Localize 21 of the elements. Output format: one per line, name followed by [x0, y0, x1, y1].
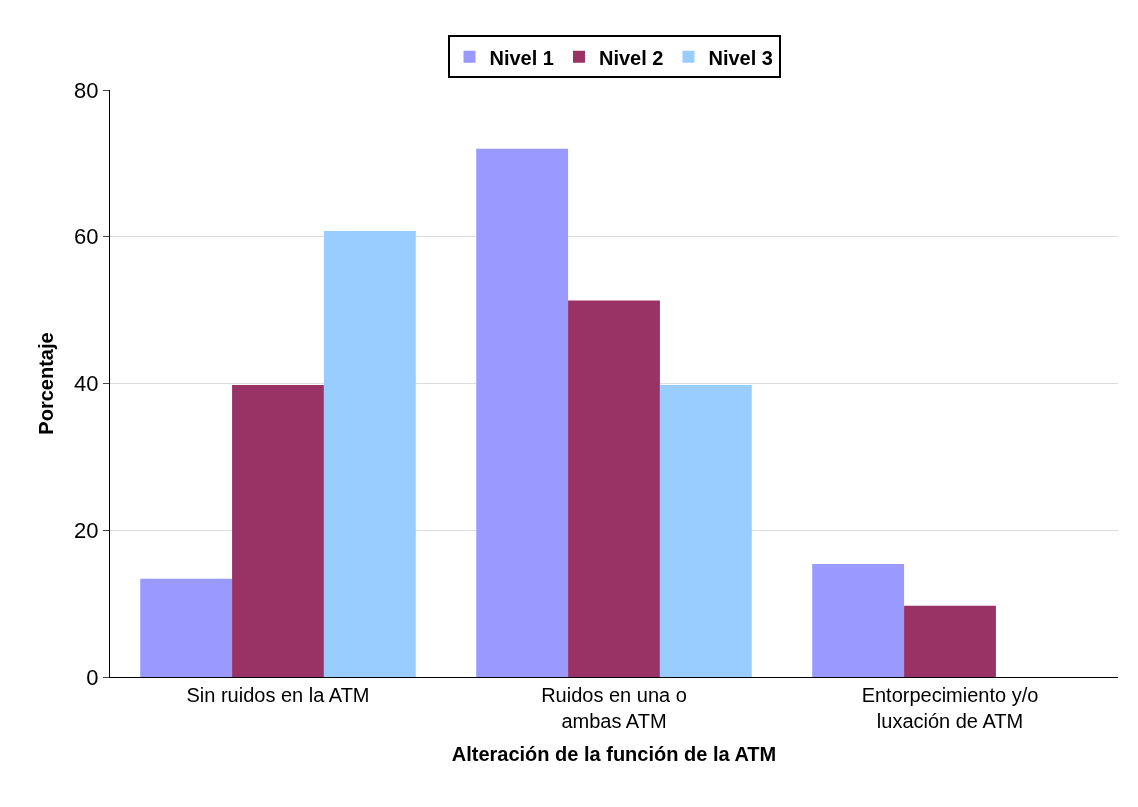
y-tick-label: 20 [74, 517, 99, 543]
bar [812, 564, 905, 677]
y-tick-label: 0 [86, 664, 99, 690]
bar [140, 578, 233, 677]
y-tick-label: 60 [74, 224, 99, 250]
y-axis-title: Porcentaje [34, 332, 57, 435]
y-tick-label: 40 [74, 371, 99, 397]
x-tick-label: Entorpecimiento y/o luxación de ATM [861, 684, 1039, 732]
legend-label: Nivel 2 [598, 46, 664, 69]
x-axis-title: Alteración de la función de la ATM [451, 742, 777, 765]
legend-label: Nivel 1 [489, 46, 554, 69]
bar [904, 605, 996, 677]
bar [232, 384, 324, 677]
legend-label: Nivel 3 [708, 46, 773, 69]
bar [659, 384, 752, 677]
x-tick-label: Ruidos en una o ambas ATM [541, 684, 687, 732]
bar [568, 300, 660, 677]
bar [323, 230, 416, 677]
x-tick-label: Sin ruidos en la ATM [186, 684, 370, 706]
bar [476, 148, 569, 677]
y-tick-label: 80 [74, 77, 99, 103]
